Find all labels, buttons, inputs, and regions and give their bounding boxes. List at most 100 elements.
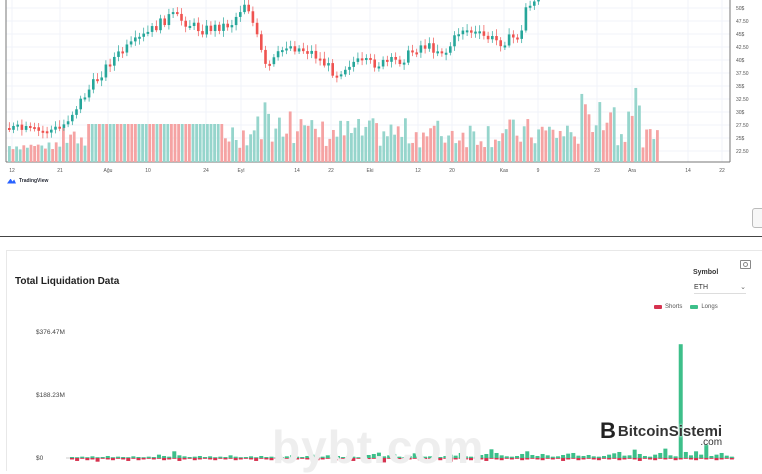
candle-body: [327, 63, 330, 66]
liquidation-panel: [6, 250, 762, 471]
shorts-bar: [213, 458, 218, 461]
candle-body: [171, 12, 175, 15]
longs-bar: [346, 456, 351, 458]
camera-icon[interactable]: [740, 260, 751, 269]
candle-body: [411, 50, 414, 53]
shorts-bar: [289, 458, 294, 461]
liq-y-tick: $0: [36, 455, 44, 462]
volume-bar: [202, 124, 206, 162]
shorts-bar: [607, 458, 612, 460]
candle-body: [302, 48, 305, 52]
volume-bar: [458, 140, 461, 162]
candle-body: [20, 124, 24, 130]
longs-bar: [167, 456, 172, 458]
longs-bar: [612, 453, 617, 458]
price-x-tick: 21: [57, 168, 63, 174]
longs-bar: [70, 456, 74, 458]
volume-bar: [36, 144, 40, 162]
volume-bar: [11, 149, 15, 162]
shorts-bar: [494, 458, 499, 460]
legend-item-shorts[interactable]: Shorts: [654, 304, 682, 310]
volume-bar: [519, 141, 522, 162]
price-x-tick: Eyl: [238, 168, 245, 174]
candle-body: [474, 31, 477, 34]
volume-bar: [213, 124, 216, 162]
volume-bar: [123, 124, 126, 162]
longs-bar: [218, 456, 223, 458]
candle-body: [222, 23, 225, 31]
shorts-bar: [351, 458, 356, 461]
shorts-bar: [729, 458, 734, 460]
candle-body: [524, 7, 528, 31]
candle-body: [176, 12, 179, 15]
shorts-bar: [233, 458, 238, 461]
brand-suffix: .com: [700, 437, 723, 448]
candle-body: [142, 33, 145, 37]
symbol-label: Symbol: [693, 269, 719, 276]
tradingview-logo[interactable]: TradingView: [7, 178, 48, 184]
shorts-bar: [458, 458, 463, 459]
shorts-bar: [382, 458, 387, 463]
volume-bar: [263, 102, 267, 162]
shorts-bar: [310, 458, 315, 459]
candle-body: [180, 13, 183, 21]
volume-bar: [353, 127, 357, 162]
shorts-bar: [269, 458, 274, 461]
longs-bar: [550, 456, 555, 458]
symbol-select[interactable]: ETH ⌄: [694, 281, 746, 294]
shorts-bar: [714, 458, 719, 461]
price-x-tick: 9: [537, 168, 540, 174]
shorts-bar: [566, 458, 571, 460]
bitcoin-icon: B: [600, 418, 616, 443]
shorts-bar: [561, 458, 566, 461]
longs-bar: [469, 456, 473, 458]
shorts-bar: [75, 458, 80, 461]
shorts-bar: [397, 458, 402, 461]
volume-bar: [360, 135, 364, 162]
volume-bar: [634, 87, 638, 162]
longs-bar: [274, 457, 279, 458]
candle-body: [226, 23, 229, 28]
longs-bar: [315, 456, 320, 458]
candle-body: [499, 40, 502, 47]
candle-body: [331, 63, 334, 76]
candle-body: [230, 25, 234, 28]
longs-bar: [545, 455, 550, 458]
volume-bar: [468, 125, 472, 162]
candle-body: [92, 79, 95, 90]
shorts-bar: [678, 458, 683, 460]
candle-body: [167, 14, 171, 26]
volume-bar: [94, 124, 98, 162]
scroll-handle[interactable]: [752, 208, 762, 228]
candle-body: [104, 64, 108, 78]
volume-bar: [270, 141, 274, 162]
legend-item-longs[interactable]: Longs: [690, 304, 718, 310]
volume-bar: [652, 139, 656, 162]
shorts-bar: [443, 458, 448, 459]
price-x-tick: 22: [719, 168, 725, 174]
price-x-tick: 12: [415, 168, 421, 174]
volume-bar: [58, 146, 62, 162]
volume-bar: [119, 124, 123, 162]
candle-body: [293, 46, 297, 52]
shorts-bar: [172, 458, 177, 459]
longs-bar: [504, 456, 509, 458]
shorts-bar: [525, 458, 530, 460]
candle-body: [260, 34, 263, 50]
shorts-bar: [151, 458, 156, 460]
price-chart[interactable]: 50$ 47.50 45$ 42.50 40$ 37.50 35$ 32.50 30$ 27.50…: [0, 0, 762, 205]
shorts-bar: [300, 458, 305, 459]
shorts-bar: [223, 458, 228, 460]
candle-body: [163, 18, 166, 26]
shorts-bar: [632, 458, 637, 460]
candle-body: [62, 124, 66, 128]
legend-swatch-longs: [690, 305, 699, 309]
candle-body: [255, 22, 259, 35]
candle-body: [432, 43, 435, 53]
volume-bar: [281, 136, 285, 162]
volume-bar: [371, 118, 375, 162]
shorts-bar: [453, 458, 458, 460]
candle-body: [297, 48, 301, 52]
longs-bar: [422, 456, 427, 458]
